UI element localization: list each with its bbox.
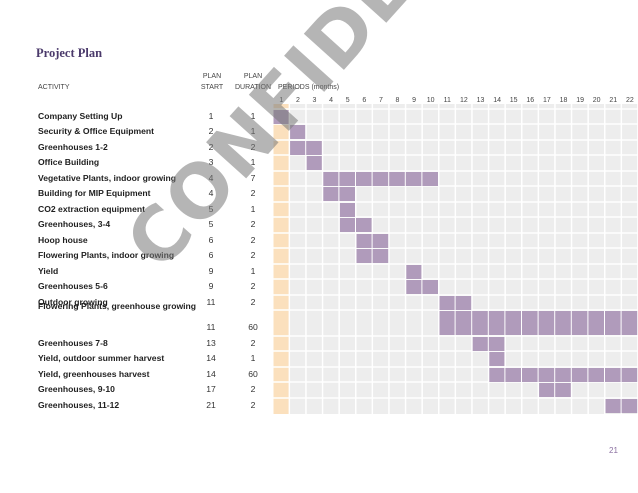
plan-duration-header-line1: PLAN [243, 73, 263, 80]
period-number: 21 [609, 97, 618, 104]
plan-duration-value: 2 [250, 281, 256, 291]
activity-label: Vegetative Plants, indoor growing [38, 173, 176, 183]
period-number: 18 [559, 97, 568, 104]
period-number: 7 [378, 97, 383, 104]
plan-duration-value: 2 [250, 219, 256, 229]
activity-label: Yield [38, 266, 59, 276]
gantt-bar [406, 265, 422, 279]
period-number: 17 [542, 97, 551, 104]
plan-duration-value: 2 [250, 250, 256, 260]
period-number: 1 [279, 97, 284, 104]
plan-duration-value: 1 [250, 126, 256, 136]
period-number: 2 [295, 97, 300, 104]
period-number: 9 [412, 97, 417, 104]
plan-duration-value: 1 [250, 353, 256, 363]
plan-duration-value: 7 [250, 173, 256, 183]
plan-duration-value: 1 [250, 111, 256, 121]
activity-label: Greenhouses 7-8 [38, 338, 108, 348]
plan-duration-value: 60 [248, 322, 258, 332]
activity-label: Greenhouses, 11-12 [38, 400, 120, 410]
period-number: 20 [592, 97, 601, 104]
period-number: 4 [329, 97, 334, 104]
period-number: 15 [509, 97, 518, 104]
period-number: 11 [443, 97, 451, 104]
plan-start-value: 11 [206, 322, 216, 332]
plan-start-value: 2 [208, 142, 214, 152]
period-number: 22 [625, 97, 634, 104]
page-number: 21 [609, 446, 618, 455]
plan-start-value: 4 [208, 188, 214, 198]
gantt-bar [273, 110, 289, 124]
gantt-bar [323, 172, 438, 186]
activity-label: Greenhouses 1-2 [38, 142, 108, 152]
activity-label: CO2 extraction equipment [38, 204, 145, 214]
activity-label: Flowering Plants, indoor growing [38, 250, 175, 260]
plan-start-value: 5 [208, 219, 214, 229]
activity-label: Building for MIP Equipment [38, 188, 151, 198]
activity-label: Yield, outdoor summer harvest [38, 353, 165, 363]
plan-start-header-line1: PLAN [202, 73, 222, 80]
gantt-bar [290, 125, 306, 139]
activity-label: Greenhouses, 3-4 [38, 219, 111, 229]
period-number: 19 [576, 97, 584, 104]
plan-duration-value: 60 [248, 369, 258, 379]
plan-duration-value: 1 [250, 157, 256, 167]
period-number: 12 [459, 97, 468, 104]
period-number: 8 [395, 97, 400, 104]
plan-duration-value: 2 [250, 142, 256, 152]
period-number: 10 [426, 97, 435, 104]
plan-duration-value: 1 [250, 204, 256, 214]
plan-duration-value: 2 [250, 338, 256, 348]
plan-start-value: 13 [206, 338, 216, 348]
plan-duration-value: 2 [250, 400, 256, 410]
gantt-bar [306, 156, 322, 170]
plan-start-value: 2 [208, 126, 214, 136]
period-number: 6 [362, 97, 367, 104]
period-number: 14 [493, 97, 501, 104]
plan-duration-value: 2 [250, 235, 256, 245]
plan-start-header-line2: START [200, 84, 224, 91]
plan-start-value: 9 [208, 266, 214, 276]
plan-start-value: 1 [208, 111, 214, 121]
activity-label: Yield, greenhouses harvest [38, 369, 150, 379]
plan-start-value: 4 [208, 173, 214, 183]
plan-start-value: 6 [208, 250, 214, 260]
plan-start-value: 3 [208, 157, 214, 167]
plan-start-value: 9 [208, 281, 214, 291]
periods-header: PERIODS (months) [278, 84, 340, 91]
activity-label: Company Setting Up [38, 111, 123, 121]
plan-start-value: 14 [206, 353, 216, 363]
activity-label: Greenhouses 5-6 [38, 281, 108, 291]
period-number: 16 [526, 97, 535, 104]
period-number: 13 [476, 97, 485, 104]
activity-label: Flowering Plants, greenhouse growing [38, 301, 197, 311]
activity-label: Hoop house [38, 235, 88, 245]
plan-duration-value: 2 [250, 188, 256, 198]
gantt-bar [489, 368, 638, 382]
period-number: 3 [312, 97, 317, 104]
gantt-bar [339, 203, 355, 217]
page-title: Project Plan [36, 46, 103, 60]
plan-duration-value: 1 [250, 266, 256, 276]
plan-duration-value: 2 [250, 297, 256, 307]
activity-label: Outdoor growing [38, 297, 108, 307]
plan-duration-value: 2 [250, 384, 256, 394]
plan-duration-header-line2: DURATION [234, 84, 272, 91]
plan-start-value: 11 [206, 297, 216, 307]
activity-label: Office Building [38, 157, 100, 167]
gantt-bar [489, 352, 505, 366]
plan-start-value: 5 [208, 204, 214, 214]
activity-label: Greenhouses, 9-10 [38, 384, 115, 394]
plan-start-value: 14 [206, 369, 216, 379]
period-number: 5 [345, 97, 350, 104]
plan-start-value: 6 [208, 235, 214, 245]
activity-label: Security & Office Equipment [38, 126, 155, 136]
plan-start-value: 17 [206, 384, 216, 394]
activity-header: ACTIVITY [38, 84, 70, 91]
plan-start-value: 21 [206, 400, 216, 410]
